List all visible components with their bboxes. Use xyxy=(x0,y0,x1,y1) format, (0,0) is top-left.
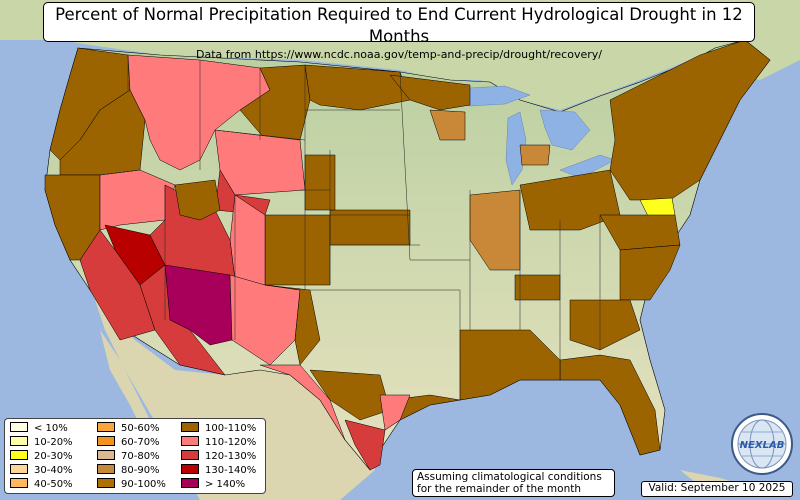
legend: < 10% 10-20% 20-30% 30-40% 40-50% 50-60%… xyxy=(4,418,266,494)
legend-label: 60-70% xyxy=(121,437,160,448)
legend-swatch xyxy=(97,450,115,460)
map-title: Percent of Normal Precipitation Required… xyxy=(55,5,743,46)
legend-label: 100-110% xyxy=(205,423,257,434)
svg-text:NEXLAB: NEXLAB xyxy=(740,440,785,451)
legend-label: 110-120% xyxy=(205,437,257,448)
arizona-south xyxy=(139,264,226,376)
texas-central-brown xyxy=(309,369,391,421)
great-lakes-north-brown xyxy=(389,74,471,111)
legend-item: 20-30% xyxy=(10,450,73,463)
note-box: Assuming climatological conditions for t… xyxy=(412,469,615,497)
legend-swatch xyxy=(10,422,28,432)
gulf-coast-brown xyxy=(459,329,561,401)
mexico-landmass xyxy=(95,300,375,500)
wyoming-red xyxy=(214,129,306,196)
legend-label: 130-140% xyxy=(205,465,257,476)
lake-michigan xyxy=(505,111,527,186)
florida-brown xyxy=(559,354,661,456)
northeast-brown xyxy=(609,39,771,201)
lake-huron xyxy=(539,109,591,151)
legend-label: 120-130% xyxy=(205,451,257,462)
carolinas-brown xyxy=(619,244,681,301)
texas-gulf-pink xyxy=(379,394,411,431)
state-borders xyxy=(99,55,601,400)
lower-michigan-brown xyxy=(519,144,551,166)
legend-label: 20-30% xyxy=(34,451,73,462)
legend-swatch xyxy=(181,422,199,432)
legend-item: > 140% xyxy=(181,478,246,491)
legend-label: 30-40% xyxy=(34,465,73,476)
map-subtitle: Data from https://www.ncdc.noaa.gov/temp… xyxy=(196,48,602,61)
legend-item: 110-120% xyxy=(181,436,257,449)
legend-swatch xyxy=(97,464,115,474)
legend-swatch xyxy=(181,464,199,474)
globe-logo-icon: NEXLAB xyxy=(731,413,793,475)
legend-item: 30-40% xyxy=(10,464,73,477)
legend-item: 40-50% xyxy=(10,478,73,491)
legend-label: 70-80% xyxy=(121,451,160,462)
legend-swatch xyxy=(97,422,115,432)
legend-item: 90-100% xyxy=(97,478,166,491)
legend-label: 10-20% xyxy=(34,437,73,448)
legend-item: 50-60% xyxy=(97,422,160,435)
legend-item: 80-90% xyxy=(97,464,160,477)
legend-swatch xyxy=(10,450,28,460)
note-line-1: Assuming climatological conditions xyxy=(417,471,602,483)
legend-swatch xyxy=(10,464,28,474)
legend-label: 90-100% xyxy=(121,479,166,490)
legend-item: 60-70% xyxy=(97,436,160,449)
legend-swatch xyxy=(181,450,199,460)
legend-label: > 140% xyxy=(205,479,246,490)
legend-item: 10-20% xyxy=(10,436,73,449)
legend-swatch xyxy=(10,436,28,446)
dakotas-north xyxy=(304,64,411,111)
legend-swatch xyxy=(181,436,199,446)
title-box: Percent of Normal Precipitation Required… xyxy=(43,2,755,61)
legend-label: 80-90% xyxy=(121,465,160,476)
legend-swatch xyxy=(181,478,199,488)
legend-swatch xyxy=(97,478,115,488)
tennessee-brown xyxy=(514,274,561,301)
legend-item: 130-140% xyxy=(181,464,257,477)
michigan-upper-brown xyxy=(429,109,466,141)
note-line-2: for the remainder of the month xyxy=(417,483,582,495)
valid-date: Valid: September 10 2025 xyxy=(641,481,793,497)
nebraska-brown xyxy=(304,154,336,211)
legend-label: 50-60% xyxy=(121,423,160,434)
legend-label: 40-50% xyxy=(34,479,73,490)
texas-south-red xyxy=(344,419,386,471)
legend-swatch xyxy=(10,478,28,488)
texas-west-red xyxy=(259,364,346,441)
utah-brown xyxy=(174,179,221,221)
colorado-brown xyxy=(264,214,331,286)
georgia-brown xyxy=(569,299,641,351)
legend-swatch xyxy=(97,436,115,446)
legend-item: < 10% xyxy=(10,422,68,435)
legend-item: 120-130% xyxy=(181,450,257,463)
drought-regions xyxy=(44,39,771,471)
legend-item: 100-110% xyxy=(181,422,257,435)
legend-label: < 10% xyxy=(34,423,68,434)
legend-item: 70-80% xyxy=(97,450,160,463)
baja-peninsula xyxy=(100,330,160,445)
